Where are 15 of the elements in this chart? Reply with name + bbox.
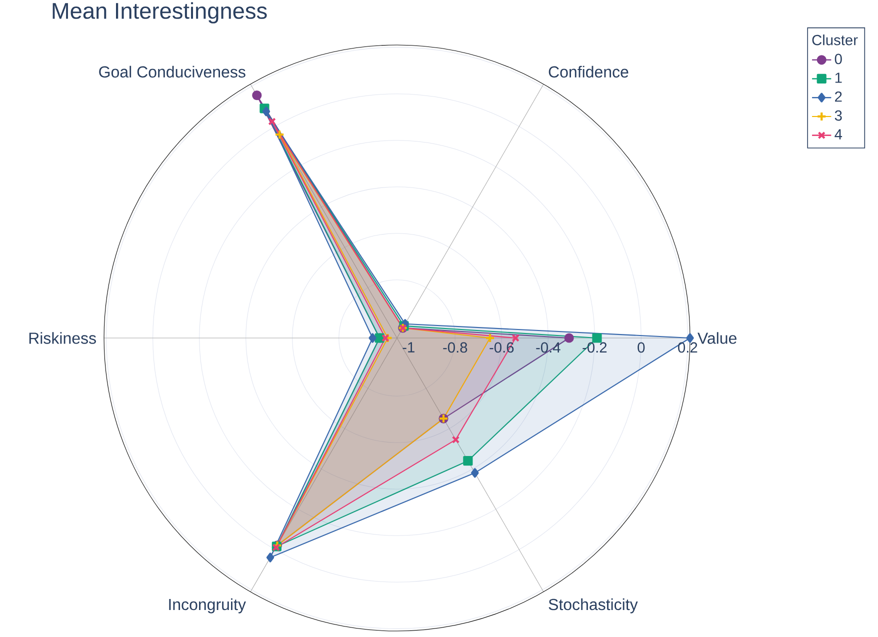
spoke-label: Confidence bbox=[548, 66, 628, 78]
spoke-label: Incongruity bbox=[169, 598, 246, 614]
spoke-label: Riskiness bbox=[29, 332, 96, 344]
spoke-label: Goal Conduciveness bbox=[99, 66, 246, 78]
legend-label: 1 bbox=[835, 72, 842, 83]
legend-label: 2 bbox=[835, 91, 842, 102]
spoke-label: Value bbox=[698, 332, 736, 344]
legend-title: Cluster bbox=[812, 34, 858, 46]
legend-label: 0 bbox=[834, 54, 842, 64]
chart-title: Mean Interestingness bbox=[52, 2, 267, 24]
y-tick-label: -1 bbox=[402, 342, 414, 352]
y-tick-label: -0.8 bbox=[443, 342, 468, 353]
spoke-label: Stochasticity bbox=[548, 598, 638, 614]
legend-label: 3 bbox=[834, 110, 842, 121]
legend-label: 4 bbox=[834, 129, 842, 140]
